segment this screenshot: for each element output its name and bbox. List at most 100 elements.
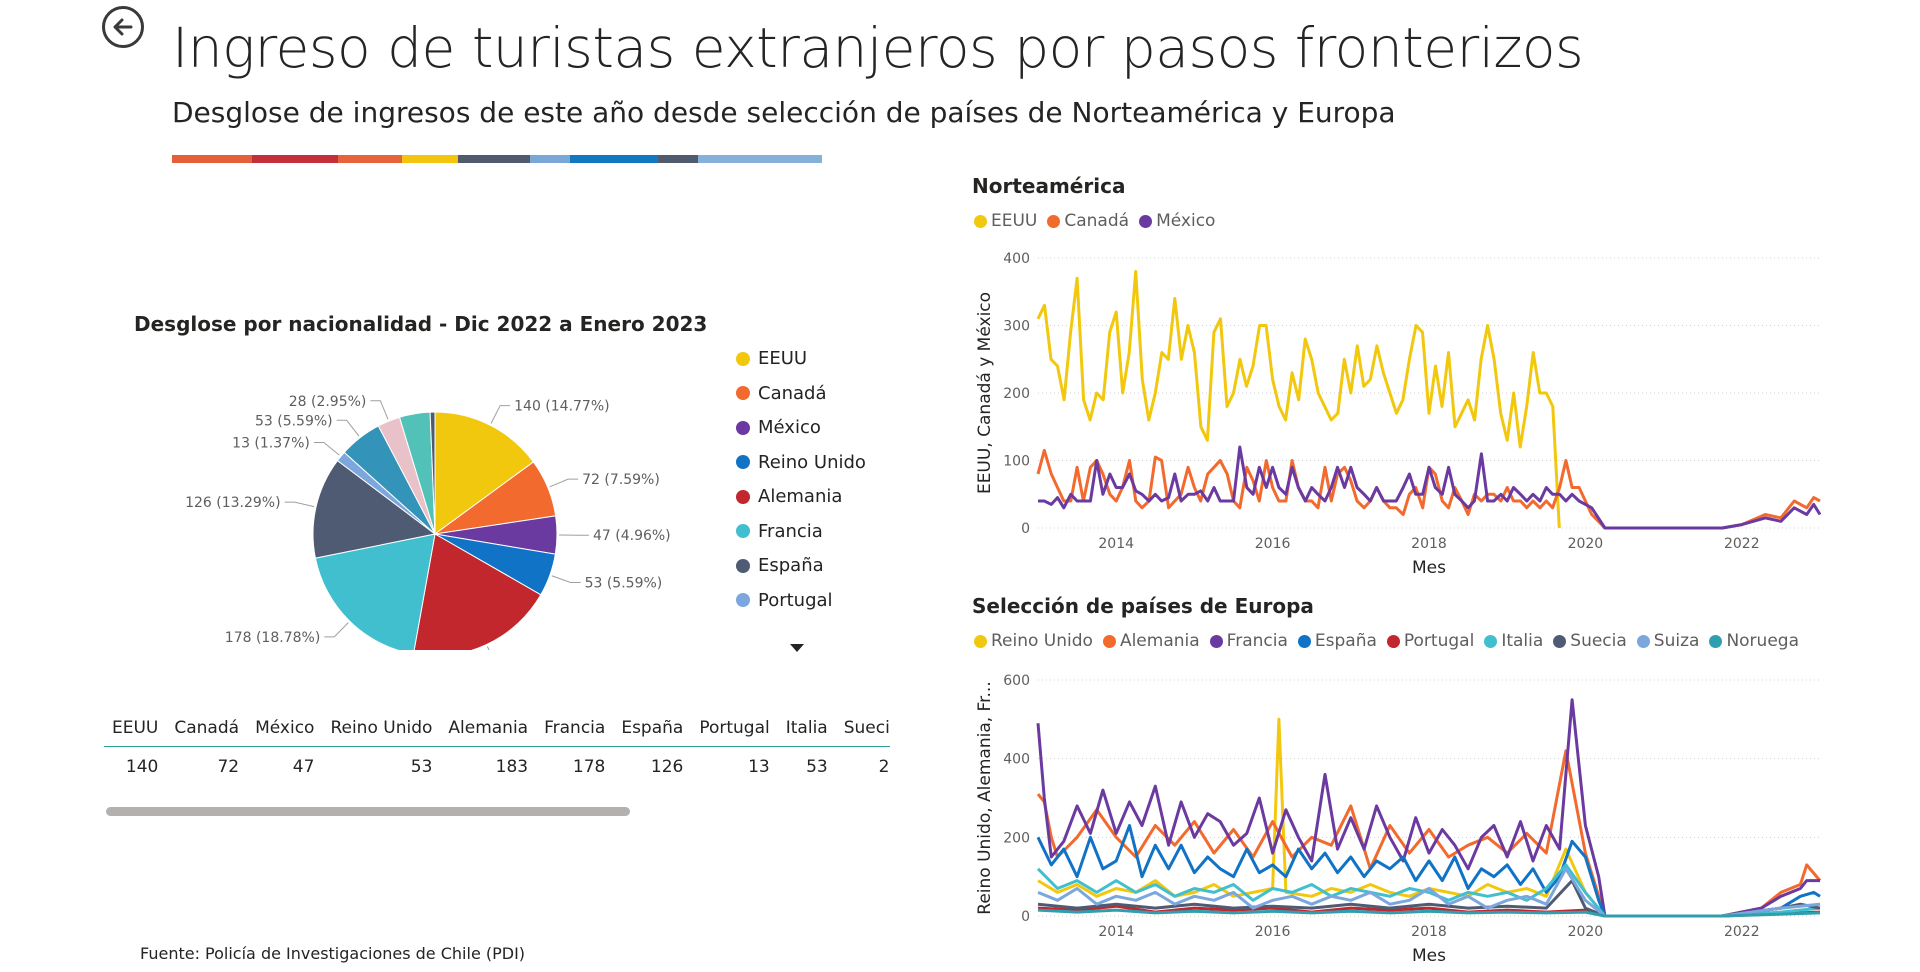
y-tick-label: 200	[1003, 830, 1030, 846]
legend-item-francia[interactable]: Francia	[1209, 631, 1288, 651]
series-line-canadá[interactable]	[1036, 448, 1821, 530]
source-note: Fuente: Policía de Investigaciones de Ch…	[140, 944, 526, 963]
legend-item-francia[interactable]: Francia	[736, 521, 823, 542]
legend-item-españa[interactable]: España	[736, 555, 824, 576]
accent-segment	[458, 155, 530, 163]
page-subtitle: Desglose de ingresos de este año desde s…	[172, 96, 1396, 129]
pie-slice-noruega[interactable]	[429, 411, 436, 535]
x-tick-label: 2020	[1568, 536, 1604, 552]
legend-scroll-down-icon[interactable]	[790, 644, 804, 652]
x-tick-label: 2016	[1255, 536, 1291, 552]
series-line-españa[interactable]	[1036, 824, 1821, 918]
column-header[interactable]: México	[247, 712, 323, 747]
legend-item-suecia[interactable]: Suecia	[1553, 631, 1627, 651]
x-tick-label: 2018	[1411, 536, 1447, 552]
legend-marker	[736, 351, 750, 366]
series-line-noruega[interactable]	[1037, 908, 1821, 918]
column-header[interactable]: Francia	[536, 712, 614, 747]
legend-label: Canadá	[758, 382, 827, 404]
accent-segment	[402, 155, 458, 163]
legend-marker	[1047, 214, 1061, 228]
legend-marker	[736, 489, 750, 504]
legend-item-reino-unido[interactable]: Reino Unido	[974, 631, 1093, 651]
pie-slice-alemania[interactable]	[413, 533, 542, 650]
horizontal-scrollbar[interactable]	[106, 807, 630, 816]
legend-item-eeuu[interactable]: EEUU	[736, 348, 807, 369]
column-header[interactable]: EEUU	[104, 712, 167, 747]
legend-label: Reino Unido	[991, 631, 1093, 651]
na-line-chart: 0 100 200 300 400 2014 2016 2018 2020 2022 Mes EEUU…	[975, 251, 1822, 578]
legend-item-italia[interactable]: Italia	[1484, 631, 1543, 651]
legend-item-suiza[interactable]: Suiza	[1636, 631, 1700, 651]
legend-marker	[736, 558, 750, 573]
legend-marker	[736, 455, 750, 469]
column-header[interactable]: España	[613, 712, 692, 747]
pie-slice-eeuu[interactable]	[434, 411, 535, 535]
legend-label: Alemania	[1119, 631, 1200, 651]
back-button[interactable]	[102, 6, 144, 48]
column-header[interactable]: Portugal	[691, 712, 778, 747]
pie-slice-francia[interactable]	[314, 533, 436, 650]
y-tick-label: 400	[1003, 752, 1030, 768]
column-header[interactable]: Reino Unido	[322, 712, 441, 747]
column-header[interactable]: Italia	[777, 712, 836, 747]
legend-item-eeuu[interactable]: EEUU	[974, 211, 1037, 231]
legend-item-reino-unido[interactable]: Reino Unido	[736, 452, 866, 473]
legend-marker	[1709, 634, 1723, 648]
pie-leader-line	[313, 441, 340, 456]
legend-item-portugal[interactable]: Portugal	[736, 590, 833, 611]
legend-item-canadá[interactable]: Canadá	[736, 383, 827, 404]
accent-segment	[530, 155, 570, 163]
pie-leader-line	[490, 405, 511, 424]
table-cell: 72	[217, 757, 240, 777]
legend-item-españa[interactable]: España	[1297, 631, 1377, 651]
table-cell: 28	[878, 757, 890, 777]
legend-marker	[1484, 634, 1498, 648]
legend-label: España	[758, 555, 824, 576]
pie-data-label: 140 (14.77%)	[514, 399, 609, 415]
legend-label: Portugal	[758, 589, 833, 611]
y-tick-label: 200	[1003, 386, 1030, 402]
accent-segment	[698, 155, 822, 163]
series-line-suiza[interactable]	[1037, 867, 1821, 918]
accent-segment	[338, 155, 402, 163]
na-chart-title: Norteamérica	[972, 174, 1126, 198]
legend-item-noruega[interactable]: Noruega	[1709, 631, 1799, 651]
legend-item-canadá[interactable]: Canadá	[1047, 211, 1129, 231]
pie-slice-españa[interactable]	[312, 459, 437, 559]
column-header[interactable]: Alemania	[440, 712, 537, 747]
na-legend: EEUU Canadá México	[974, 211, 1215, 231]
table-cell: 53	[806, 757, 828, 777]
y-tick-label: 0	[1021, 521, 1030, 537]
x-tick-label: 2022	[1724, 536, 1760, 552]
y-tick-label: 600	[1003, 673, 1030, 689]
accent-bar	[172, 155, 822, 163]
table-cell: 53	[410, 757, 433, 777]
legend-item-méxico[interactable]: México	[736, 417, 821, 438]
column-header[interactable]: Canadá	[166, 712, 248, 747]
legend-label: Canadá	[1064, 211, 1130, 231]
y-tick-label: 300	[1003, 319, 1030, 335]
legend-item-méxico[interactable]: México	[1139, 211, 1215, 231]
series-line-reino-unido[interactable]	[1037, 717, 1821, 918]
table-cell: 13	[748, 757, 770, 777]
legend-label: Suiza	[1653, 631, 1700, 651]
legend-item-alemania[interactable]: Alemania	[736, 486, 842, 507]
legend-item-portugal[interactable]: Portugal	[1386, 631, 1475, 651]
accent-segment	[252, 155, 338, 163]
legend-label: Reino Unido	[758, 451, 866, 473]
series-line-méxico[interactable]	[1038, 445, 1822, 530]
legend-label: Suecia	[1570, 631, 1627, 651]
series-line-francia[interactable]	[1036, 698, 1820, 918]
legend-label: Portugal	[1403, 631, 1475, 651]
legend-label: EEUU	[991, 211, 1038, 231]
series-line-italia[interactable]	[1036, 863, 1821, 918]
legend-label: Italia	[1501, 631, 1544, 651]
back-arrow-icon	[113, 18, 133, 36]
series-line-eeuu[interactable]	[1036, 270, 1561, 529]
legend-item-alemania[interactable]: Alemania	[1102, 631, 1200, 651]
column-header[interactable]: Suecia	[835, 712, 890, 747]
legend-marker	[736, 524, 750, 538]
table-cell: 178	[572, 757, 606, 777]
table-cell: 47	[292, 757, 315, 777]
